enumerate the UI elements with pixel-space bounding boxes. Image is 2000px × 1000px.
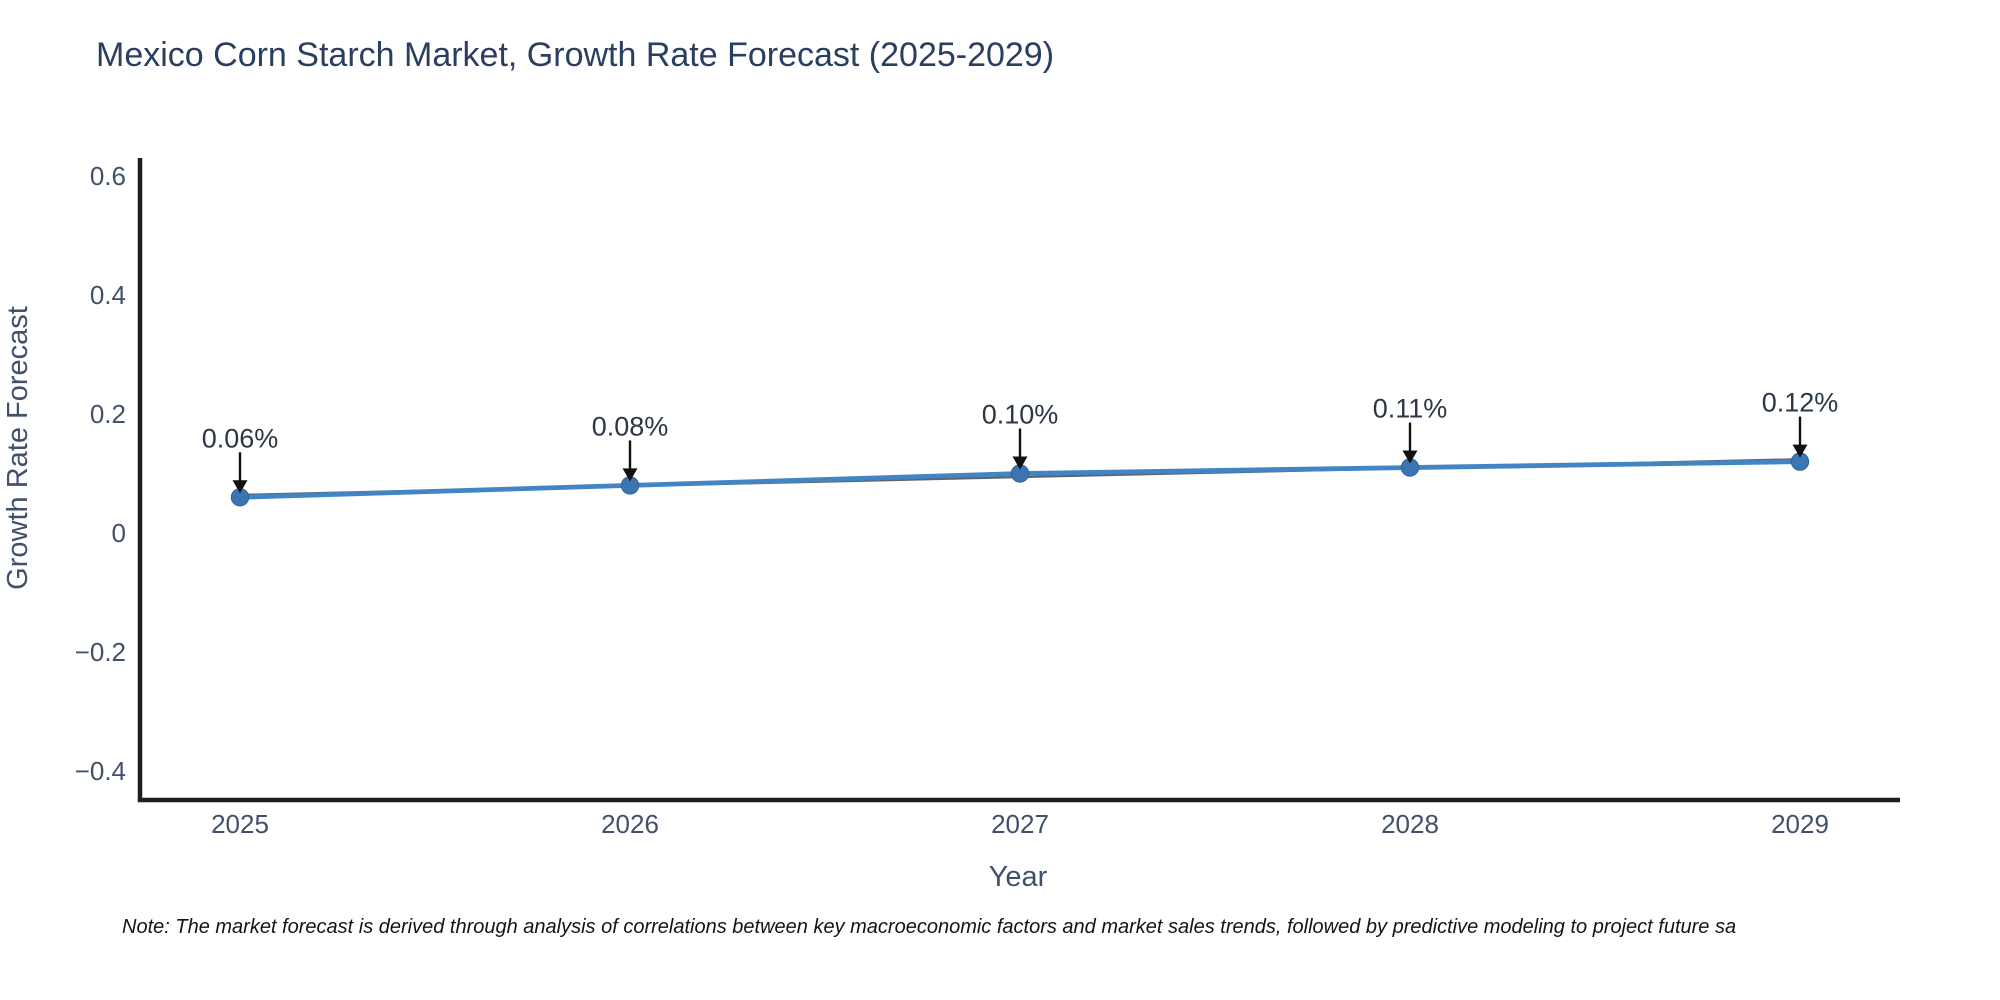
- annotation-arrowhead: [1792, 444, 1808, 458]
- y-tick-label: −0.4: [75, 756, 126, 786]
- annotation-label: 0.11%: [1373, 394, 1448, 424]
- y-tick-label: 0: [112, 518, 126, 548]
- y-axis-title: Growth Rate Forecast: [2, 306, 34, 590]
- y-tick-label: 0.6: [90, 161, 126, 191]
- x-tick-label: 2025: [211, 809, 269, 839]
- y-tick-label: 0.4: [90, 280, 126, 310]
- axis-spines: [137, 158, 1900, 803]
- chart-title: Mexico Corn Starch Market, Growth Rate F…: [96, 36, 1055, 74]
- annotation-label: 0.08%: [592, 411, 669, 441]
- x-tick-label: 2026: [601, 809, 659, 839]
- y-tick-label: 0.2: [90, 399, 126, 429]
- x-tick-label: 2028: [1381, 809, 1439, 839]
- annotation-label: 0.10%: [982, 400, 1059, 430]
- y-tick-label: −0.2: [75, 637, 126, 667]
- annotation-arrowhead: [622, 468, 638, 482]
- x-tick-label: 2029: [1771, 809, 1829, 839]
- annotation-arrowhead: [1012, 456, 1028, 470]
- annotation-label: 0.06%: [202, 423, 279, 453]
- footnote: Note: The market forecast is derived thr…: [122, 916, 1737, 938]
- x-tick-label: 2027: [991, 809, 1049, 839]
- x-axis-title: Year: [989, 861, 1048, 893]
- annotation-arrowhead: [1402, 450, 1418, 464]
- annotation-arrowhead: [232, 480, 248, 494]
- annotation-label: 0.12%: [1762, 388, 1839, 418]
